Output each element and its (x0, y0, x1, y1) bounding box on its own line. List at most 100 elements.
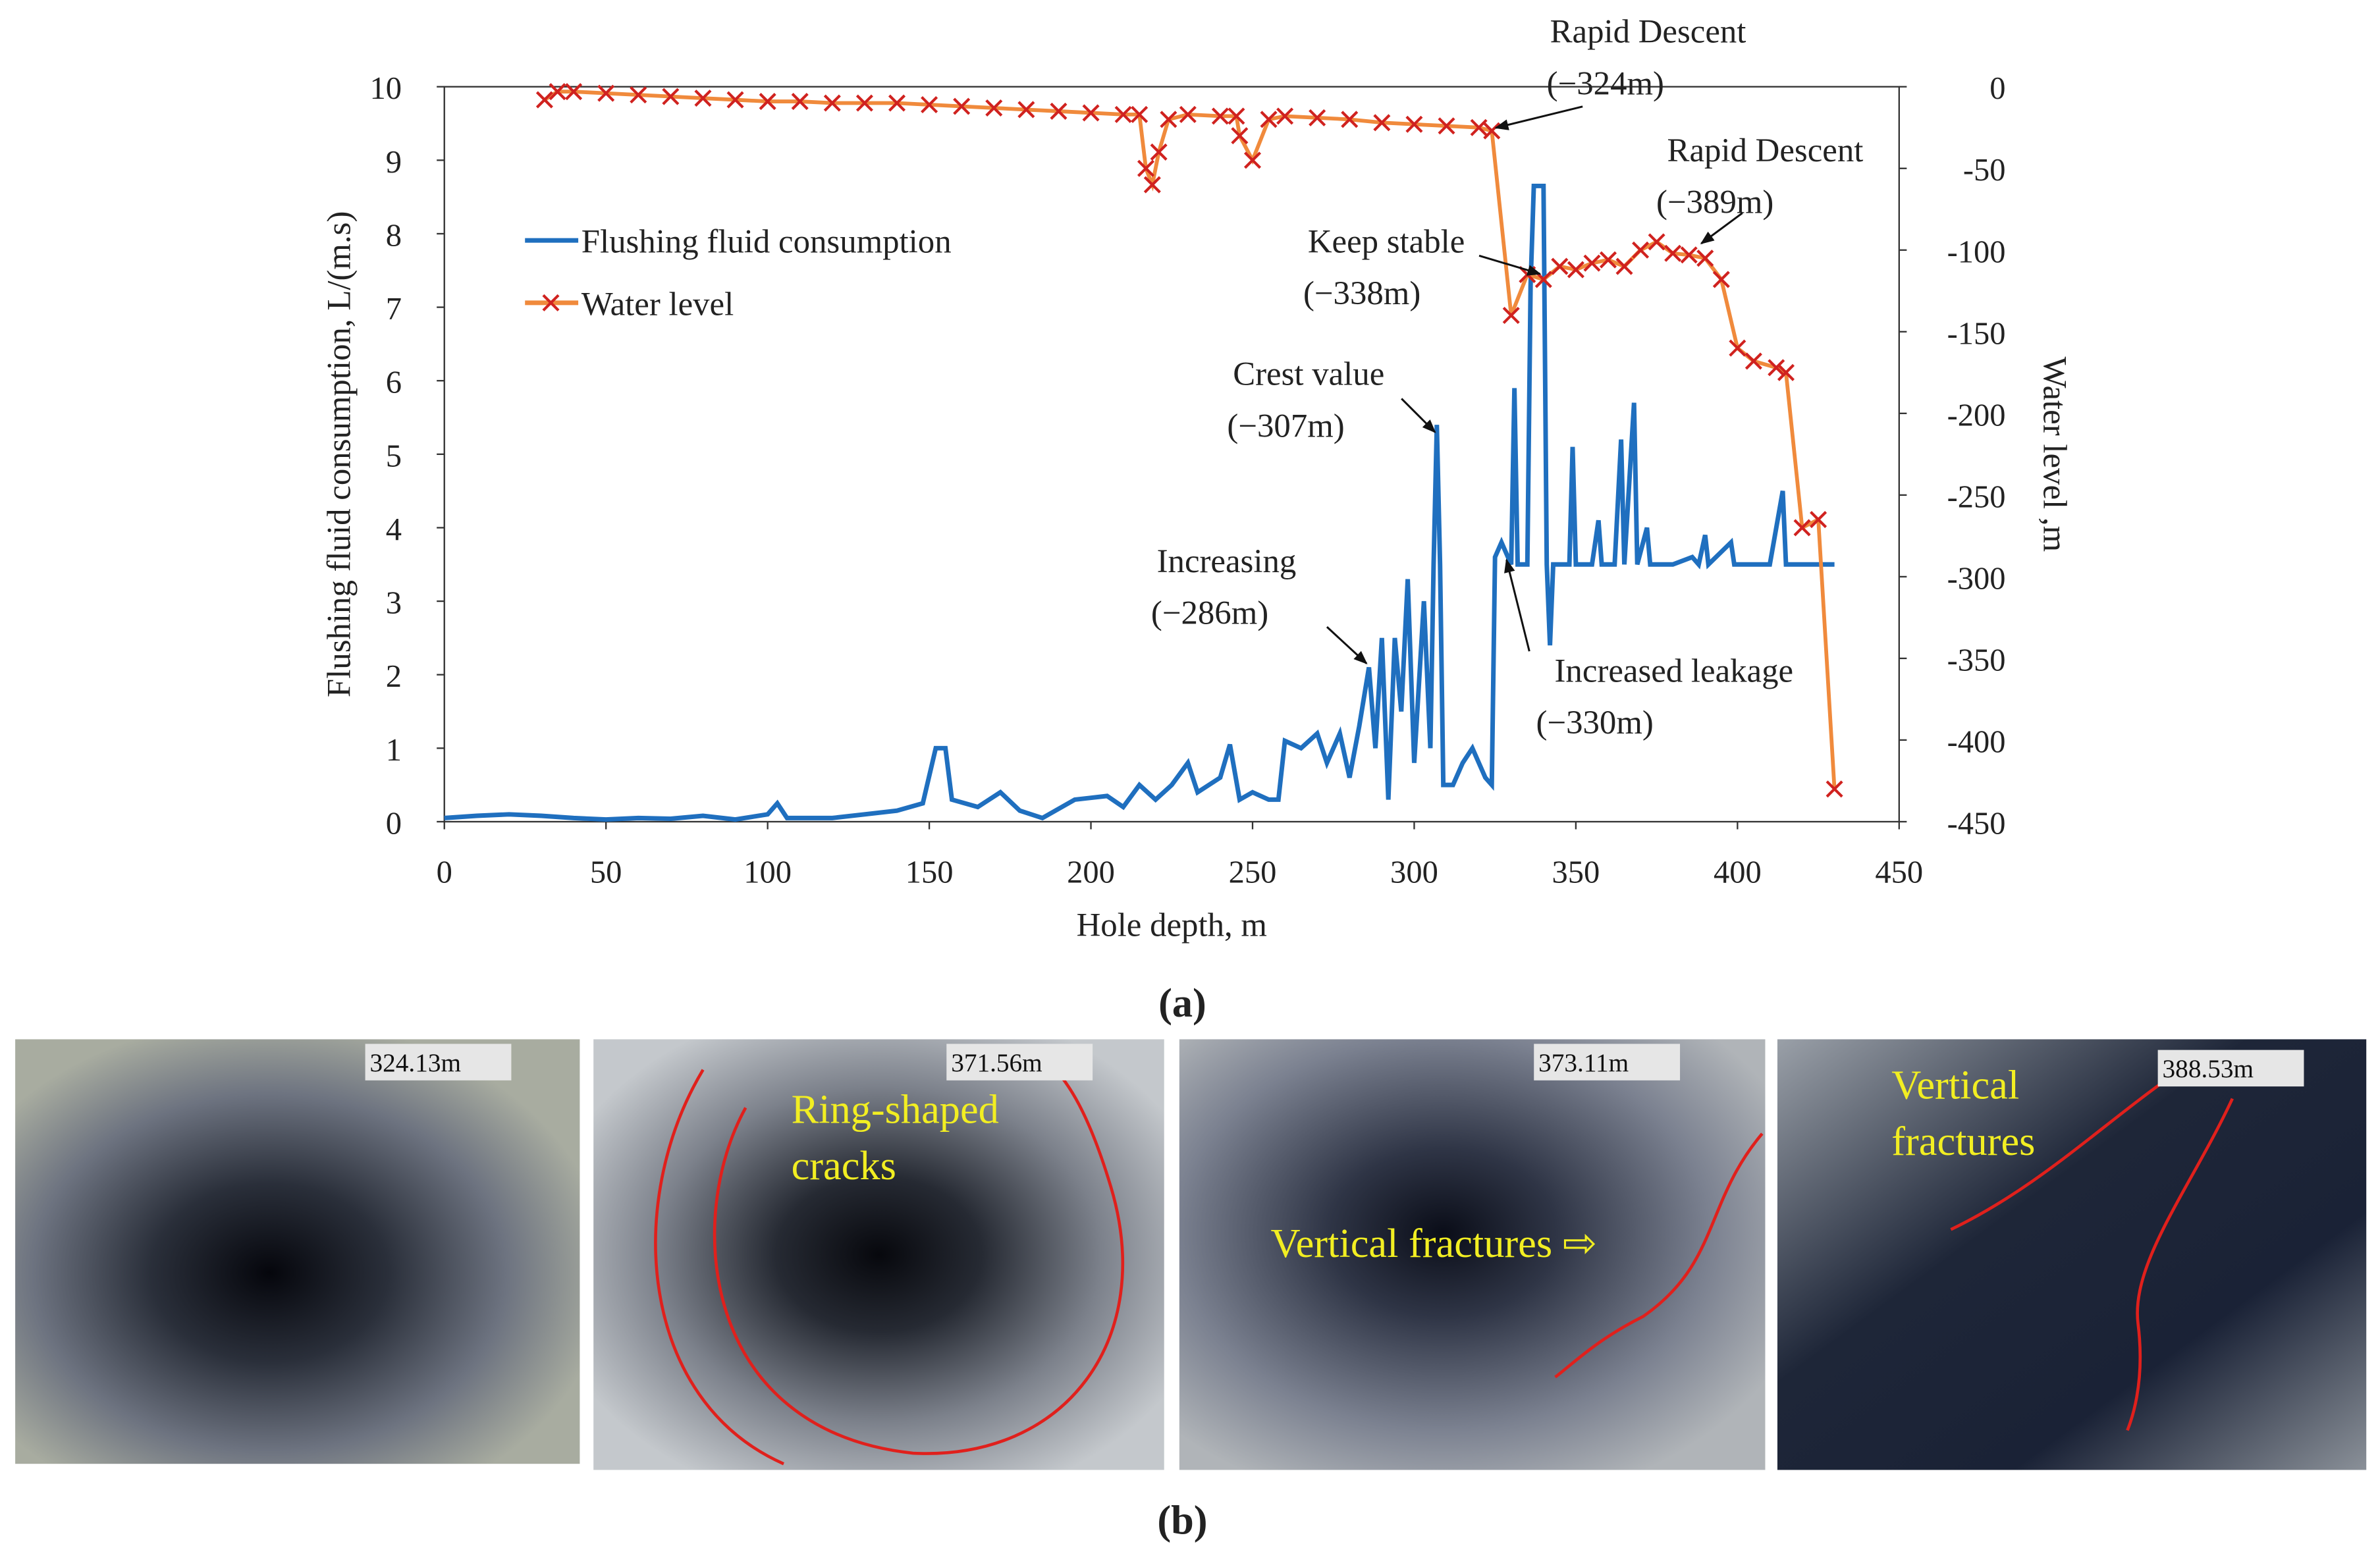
point-marker (1050, 102, 1068, 120)
point-marker (1696, 250, 1714, 267)
point-marker (1082, 104, 1100, 122)
y2-tick-label: -100 (1947, 234, 2006, 269)
x-tick-label: 350 (1552, 855, 1600, 890)
annotation: Rapid Descent (1667, 132, 1864, 169)
x-tick-label: 300 (1390, 855, 1438, 890)
point-marker (1470, 119, 1488, 136)
crack-outline (654, 1048, 1125, 1466)
annotation: (−338m) (1303, 275, 1420, 311)
legend-label: Water level (581, 285, 734, 322)
annotation: (−324m) (1547, 65, 1664, 101)
x-axis-label: Hole depth, m (1077, 906, 1267, 943)
depth-label-box (946, 1044, 1093, 1080)
point-marker (1231, 127, 1249, 145)
photo (15, 1039, 580, 1464)
y2-tick-label: -250 (1947, 479, 2006, 514)
y2-axis-label: Water level ,m (2036, 357, 2073, 552)
y-tick-label: 1 (386, 733, 402, 768)
series-line (444, 183, 1835, 822)
photo-annotation: Ring-shaped (792, 1087, 999, 1133)
y-tick-label: 0 (386, 806, 402, 841)
point-marker (662, 88, 680, 105)
photo-panel (15, 1039, 2367, 1470)
point-marker (549, 83, 566, 101)
depth-label: 388.53m (2163, 1055, 2254, 1083)
point-marker (1632, 241, 1650, 259)
annotation: Crest value (1233, 356, 1384, 392)
photo-annotation: cracks (792, 1143, 896, 1188)
depth-label: 324.13m (370, 1049, 462, 1077)
point-marker (1567, 261, 1584, 279)
annotation-arrow (1504, 558, 1530, 652)
x-tick-label: 250 (1229, 855, 1277, 890)
depth-label: 373.11m (1538, 1049, 1629, 1077)
annotation: Increased leakage (1555, 652, 1794, 689)
point-marker (726, 91, 744, 109)
y-axis-label: Flushing fluid consumption, L/(m.s) (320, 211, 357, 697)
y-tick-label: 6 (386, 365, 402, 400)
point-marker (597, 84, 615, 102)
legend-marker (542, 294, 560, 311)
point-marker (1729, 339, 1746, 357)
x-tick-label: 150 (906, 855, 954, 890)
point-marker (1276, 107, 1294, 125)
y-tick-label: 2 (386, 659, 402, 694)
panel-label: (a) (1158, 980, 1206, 1026)
point-marker (1341, 111, 1359, 128)
point-marker (1211, 107, 1229, 125)
x-tick-label: 400 (1714, 855, 1762, 890)
annotation: (−307m) (1227, 407, 1344, 444)
point-marker (1551, 257, 1569, 275)
point-marker (1131, 105, 1149, 123)
y-tick-label: 9 (386, 145, 402, 180)
point-marker (1680, 246, 1698, 264)
point-marker (921, 95, 938, 114)
point-marker (1502, 306, 1520, 325)
annotation-arrow (1326, 626, 1368, 665)
point-marker (1243, 151, 1262, 169)
point-marker (888, 94, 906, 112)
series-line (543, 90, 1837, 789)
y2-tick-label: -300 (1947, 561, 2006, 596)
point-marker (1664, 244, 1682, 262)
point-marker (1615, 257, 1633, 275)
annotation-arrow (1494, 105, 1583, 130)
legend-label: Flushing fluid consumption (581, 223, 952, 260)
annotation: (−286m) (1151, 595, 1268, 631)
panel-label: (b) (1157, 1498, 1207, 1543)
y2-tick-label: -400 (1947, 724, 2006, 759)
point-marker (1810, 511, 1827, 529)
y2-tick-label: -450 (1947, 806, 2006, 841)
point-marker (1373, 114, 1391, 132)
point-marker (1793, 519, 1811, 537)
depth-label-box (365, 1044, 512, 1080)
photo-annotation: fractures (1891, 1119, 2035, 1164)
y-tick-label: 3 (386, 586, 402, 621)
annotation: (−389m) (1656, 184, 1773, 221)
depth-label-box (2157, 1050, 2304, 1087)
point-marker (953, 97, 971, 115)
point-marker (1017, 101, 1035, 119)
photo (1179, 1039, 1766, 1470)
fracture-outline (1950, 1071, 2234, 1431)
annotation-arrow (1478, 254, 1542, 276)
point-marker (1599, 251, 1617, 269)
photo-annotation: Vertical (1891, 1063, 2019, 1108)
point-marker (565, 83, 583, 101)
point-marker (1143, 176, 1161, 194)
annotation: Keep stable (1308, 223, 1465, 260)
point-marker (1150, 143, 1168, 161)
photo-annotation: Vertical fractures ⇨ (1270, 1221, 1597, 1266)
y2-tick-label: -50 (1963, 153, 2006, 188)
depth-label-box (1534, 1044, 1681, 1080)
point-marker (1583, 254, 1601, 272)
point-marker (791, 93, 809, 111)
point-marker (855, 94, 873, 112)
point-marker (1405, 115, 1423, 133)
point-marker (1777, 363, 1795, 381)
photo (1777, 1039, 2367, 1470)
annotation: (−330m) (1536, 704, 1654, 741)
x-tick-label: 100 (744, 855, 792, 890)
point-marker (1826, 780, 1843, 798)
point-marker (1137, 159, 1155, 177)
